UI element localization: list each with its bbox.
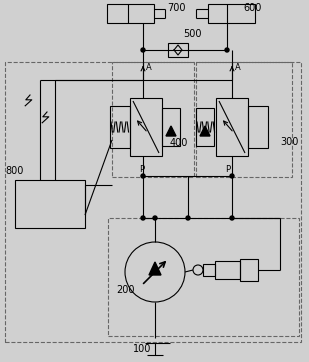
Polygon shape <box>166 126 176 136</box>
Bar <box>15 180 85 228</box>
Text: 100: 100 <box>133 344 151 354</box>
Text: 700: 700 <box>167 3 185 13</box>
Bar <box>168 43 188 57</box>
Text: 800: 800 <box>5 166 23 176</box>
Text: P: P <box>225 165 230 174</box>
Text: A: A <box>146 63 152 72</box>
Circle shape <box>230 216 234 220</box>
Text: 500: 500 <box>183 29 201 39</box>
Circle shape <box>225 48 229 52</box>
Circle shape <box>153 216 157 220</box>
Text: A: A <box>235 63 241 72</box>
Polygon shape <box>149 262 161 275</box>
Text: P: P <box>139 165 144 174</box>
Text: 300: 300 <box>280 137 298 147</box>
Bar <box>196 108 214 146</box>
Bar <box>108 218 299 336</box>
Bar <box>248 106 268 148</box>
Bar <box>110 106 130 148</box>
Bar <box>112 62 194 177</box>
Bar <box>203 264 215 276</box>
Bar <box>130 98 162 156</box>
Bar <box>216 98 248 156</box>
Bar <box>240 259 258 281</box>
Polygon shape <box>200 126 210 136</box>
Text: 600: 600 <box>243 3 261 13</box>
Bar <box>196 62 292 177</box>
Bar <box>5 62 301 342</box>
Circle shape <box>186 216 190 220</box>
Circle shape <box>141 48 145 52</box>
Circle shape <box>141 216 145 220</box>
Circle shape <box>141 174 145 178</box>
Text: 200: 200 <box>116 285 134 295</box>
Circle shape <box>230 174 234 178</box>
Bar <box>162 108 180 146</box>
Bar <box>208 4 255 23</box>
Bar <box>107 4 154 23</box>
Bar <box>215 261 240 279</box>
Text: 400: 400 <box>170 138 188 148</box>
